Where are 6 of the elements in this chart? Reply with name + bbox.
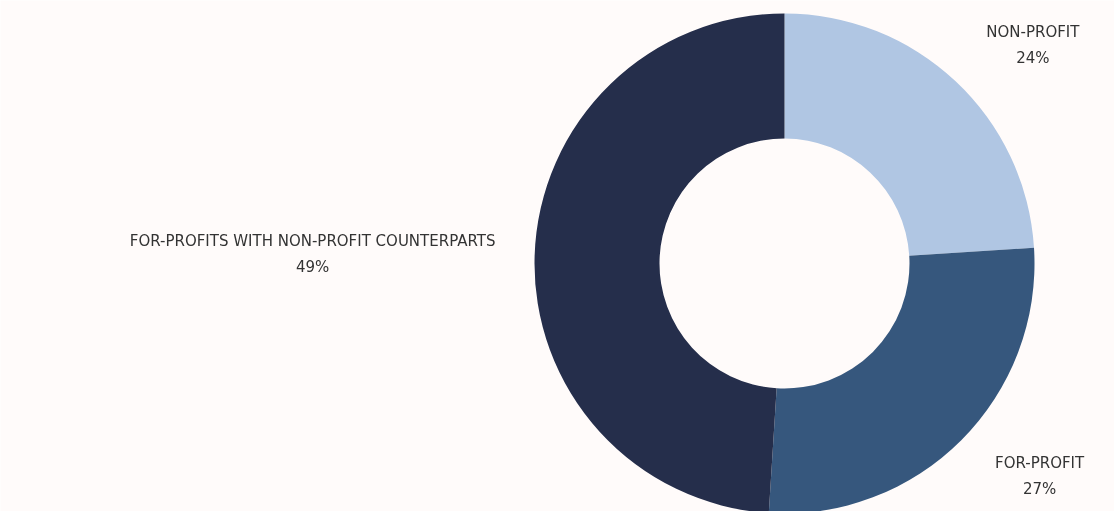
data-label: 49% (295, 258, 330, 277)
data-label: 24% (1016, 48, 1050, 67)
slice-label: NON-PROFIT (986, 22, 1081, 41)
slice-label: FOR-PROFITS WITH NON-PROFIT COUNTERPARTS (129, 232, 496, 251)
slice-label: FOR-PROFIT (995, 453, 1086, 472)
data-label: 27% (1022, 479, 1057, 498)
